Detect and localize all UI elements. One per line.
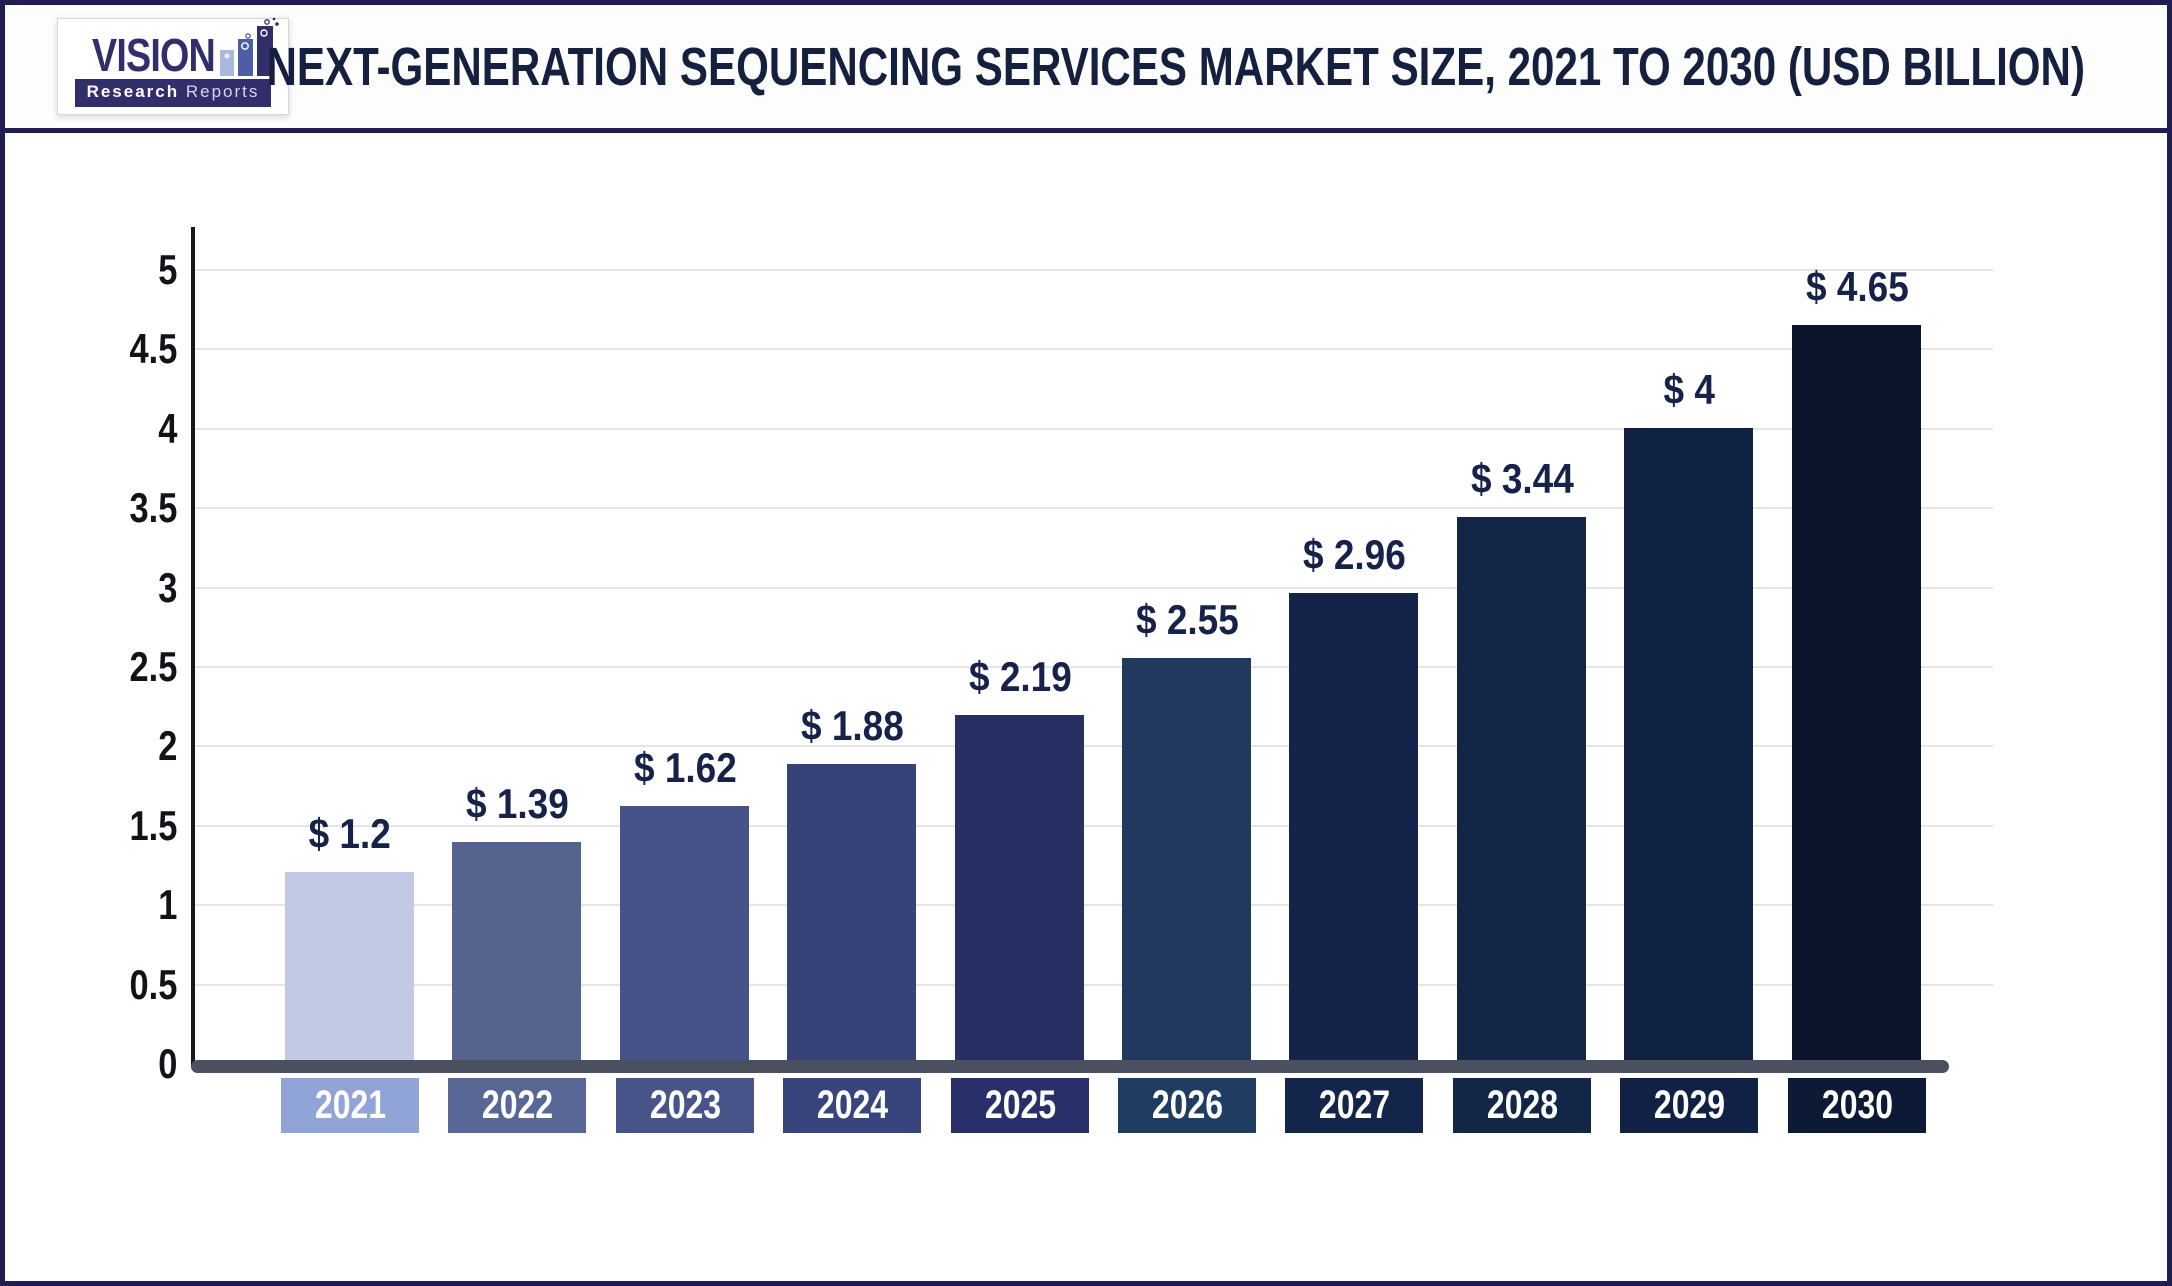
- category-label-text: 2024: [816, 1083, 888, 1127]
- y-tick-label: 0.5: [129, 961, 177, 1008]
- y-tick-3: 3: [5, 562, 177, 614]
- y-tick-1.5: 1.5: [5, 800, 177, 852]
- bar-value-2025: $ 2.19: [910, 653, 1130, 701]
- bar-value-2021: $ 1.2: [240, 810, 460, 858]
- y-tick-label: 1: [157, 881, 177, 928]
- page-title: NEXT-GENERATION SEQUENCING SERVICES MARK…: [267, 5, 2086, 128]
- category-label-2030: 2030: [1788, 1078, 1926, 1133]
- bar-value-text: $ 2.96: [1302, 531, 1406, 578]
- bar-value-text: $ 4: [1663, 366, 1715, 413]
- y-tick-label: 3: [157, 564, 177, 611]
- logo-subtitle-banner: Research Reports: [74, 79, 272, 107]
- x-axis-baseline: [191, 1060, 1949, 1073]
- category-label-2023: 2023: [616, 1078, 754, 1133]
- category-label-2021: 2021: [281, 1078, 419, 1133]
- bar-2028: [1457, 517, 1586, 1063]
- category-label-text: 2027: [1318, 1083, 1390, 1127]
- bar-value-text: $ 3.44: [1470, 455, 1574, 502]
- bar-value-2028: $ 3.44: [1412, 455, 1632, 503]
- category-label-text: 2022: [481, 1083, 553, 1127]
- y-tick-4.5: 4.5: [5, 323, 177, 375]
- category-label-text: 2028: [1486, 1083, 1558, 1127]
- category-label-text: 2025: [984, 1083, 1056, 1127]
- y-tick-2: 2: [5, 720, 177, 772]
- gridline-4.5: [195, 348, 1993, 350]
- y-tick-3.5: 3.5: [5, 482, 177, 534]
- y-tick-label: 5: [157, 246, 177, 293]
- bar-value-2023: $ 1.62: [575, 744, 795, 792]
- gridline-3: [195, 587, 1993, 589]
- gridline-5: [195, 269, 1993, 271]
- logo-box: VISION Research Reports: [57, 16, 289, 115]
- gridline-1.5: [195, 825, 1993, 827]
- y-tick-0.5: 0.5: [5, 959, 177, 1011]
- category-label-2029: 2029: [1620, 1078, 1758, 1133]
- y-tick-label: 1.5: [129, 802, 177, 849]
- bar-2027: [1289, 593, 1418, 1063]
- bar-value-text: $ 4.65: [1805, 263, 1909, 310]
- y-tick-label: 0: [157, 1040, 177, 1087]
- y-tick-1: 1: [5, 879, 177, 931]
- y-tick-label: 2: [157, 722, 177, 769]
- gridline-2: [195, 745, 1993, 747]
- category-label-2026: 2026: [1118, 1078, 1256, 1133]
- bar-value-2024: $ 1.88: [742, 702, 962, 750]
- gridline-4: [195, 428, 1993, 430]
- bar-value-2026: $ 2.55: [1077, 596, 1297, 644]
- logo-subtitle-light: Reports: [185, 82, 260, 101]
- gridline-3.5: [195, 507, 1993, 509]
- category-label-text: 2026: [1151, 1083, 1223, 1127]
- y-tick-label: 2.5: [129, 643, 177, 690]
- logo-bars-icon: [219, 17, 279, 76]
- y-axis-line: [191, 227, 195, 1068]
- bar-value-2030: $ 4.65: [1747, 263, 1967, 311]
- bar-value-text: $ 1.62: [633, 744, 737, 791]
- category-label-2022: 2022: [448, 1078, 586, 1133]
- y-tick-label: 4.5: [129, 325, 177, 372]
- bar-2022: [452, 842, 581, 1063]
- y-tick-label: 4: [157, 405, 177, 452]
- page-title-text: NEXT-GENERATION SEQUENCING SERVICES MARK…: [266, 36, 2086, 97]
- bar-chart: 0 0.5 1 1.5 2 2.5 3 3.5 4 4.5 5 $ 1.2 2021 $ 1.39 2022…: [5, 5, 2167, 1281]
- logo-top-row: VISION: [65, 16, 281, 81]
- category-label-2025: 2025: [951, 1078, 1089, 1133]
- gridline-2.5: [195, 666, 1993, 668]
- y-tick-label: 3.5: [129, 484, 177, 531]
- y-tick-4: 4: [5, 403, 177, 455]
- category-label-text: 2030: [1821, 1083, 1893, 1127]
- bar-value-text: $ 2.55: [1135, 596, 1239, 643]
- logo-brand-text: VISION: [92, 28, 216, 81]
- bar-2021: [285, 872, 414, 1063]
- y-tick-2.5: 2.5: [5, 641, 177, 693]
- category-label-2028: 2028: [1453, 1078, 1591, 1133]
- bar-2026: [1122, 658, 1251, 1063]
- bar-value-2029: $ 4: [1579, 366, 1799, 414]
- bar-value-text: $ 1.88: [800, 702, 904, 749]
- gridline-1: [195, 904, 1993, 906]
- bar-2030: [1792, 325, 1921, 1063]
- category-label-2024: 2024: [783, 1078, 921, 1133]
- bar-value-text: $ 2.19: [968, 653, 1072, 700]
- header: VISION Research Reports NEXT-GENERATION …: [5, 5, 2167, 133]
- bar-2024: [787, 764, 916, 1063]
- category-label-2027: 2027: [1285, 1078, 1423, 1133]
- y-tick-5: 5: [5, 244, 177, 296]
- bar-value-text: $ 1.39: [465, 780, 569, 827]
- bar-2025: [955, 715, 1084, 1063]
- logo-subtitle-bold: Research: [86, 82, 180, 101]
- category-label-text: 2021: [314, 1083, 386, 1127]
- category-label-text: 2029: [1653, 1083, 1725, 1127]
- category-label-text: 2023: [649, 1083, 721, 1127]
- y-tick-0: 0: [5, 1038, 177, 1090]
- bar-value-2027: $ 2.96: [1244, 531, 1464, 579]
- bar-value-2022: $ 1.39: [407, 780, 627, 828]
- bar-2023: [620, 806, 749, 1063]
- gridline-0.5: [195, 984, 1993, 986]
- bar-value-text: $ 1.2: [308, 810, 392, 857]
- bar-2029: [1624, 428, 1753, 1063]
